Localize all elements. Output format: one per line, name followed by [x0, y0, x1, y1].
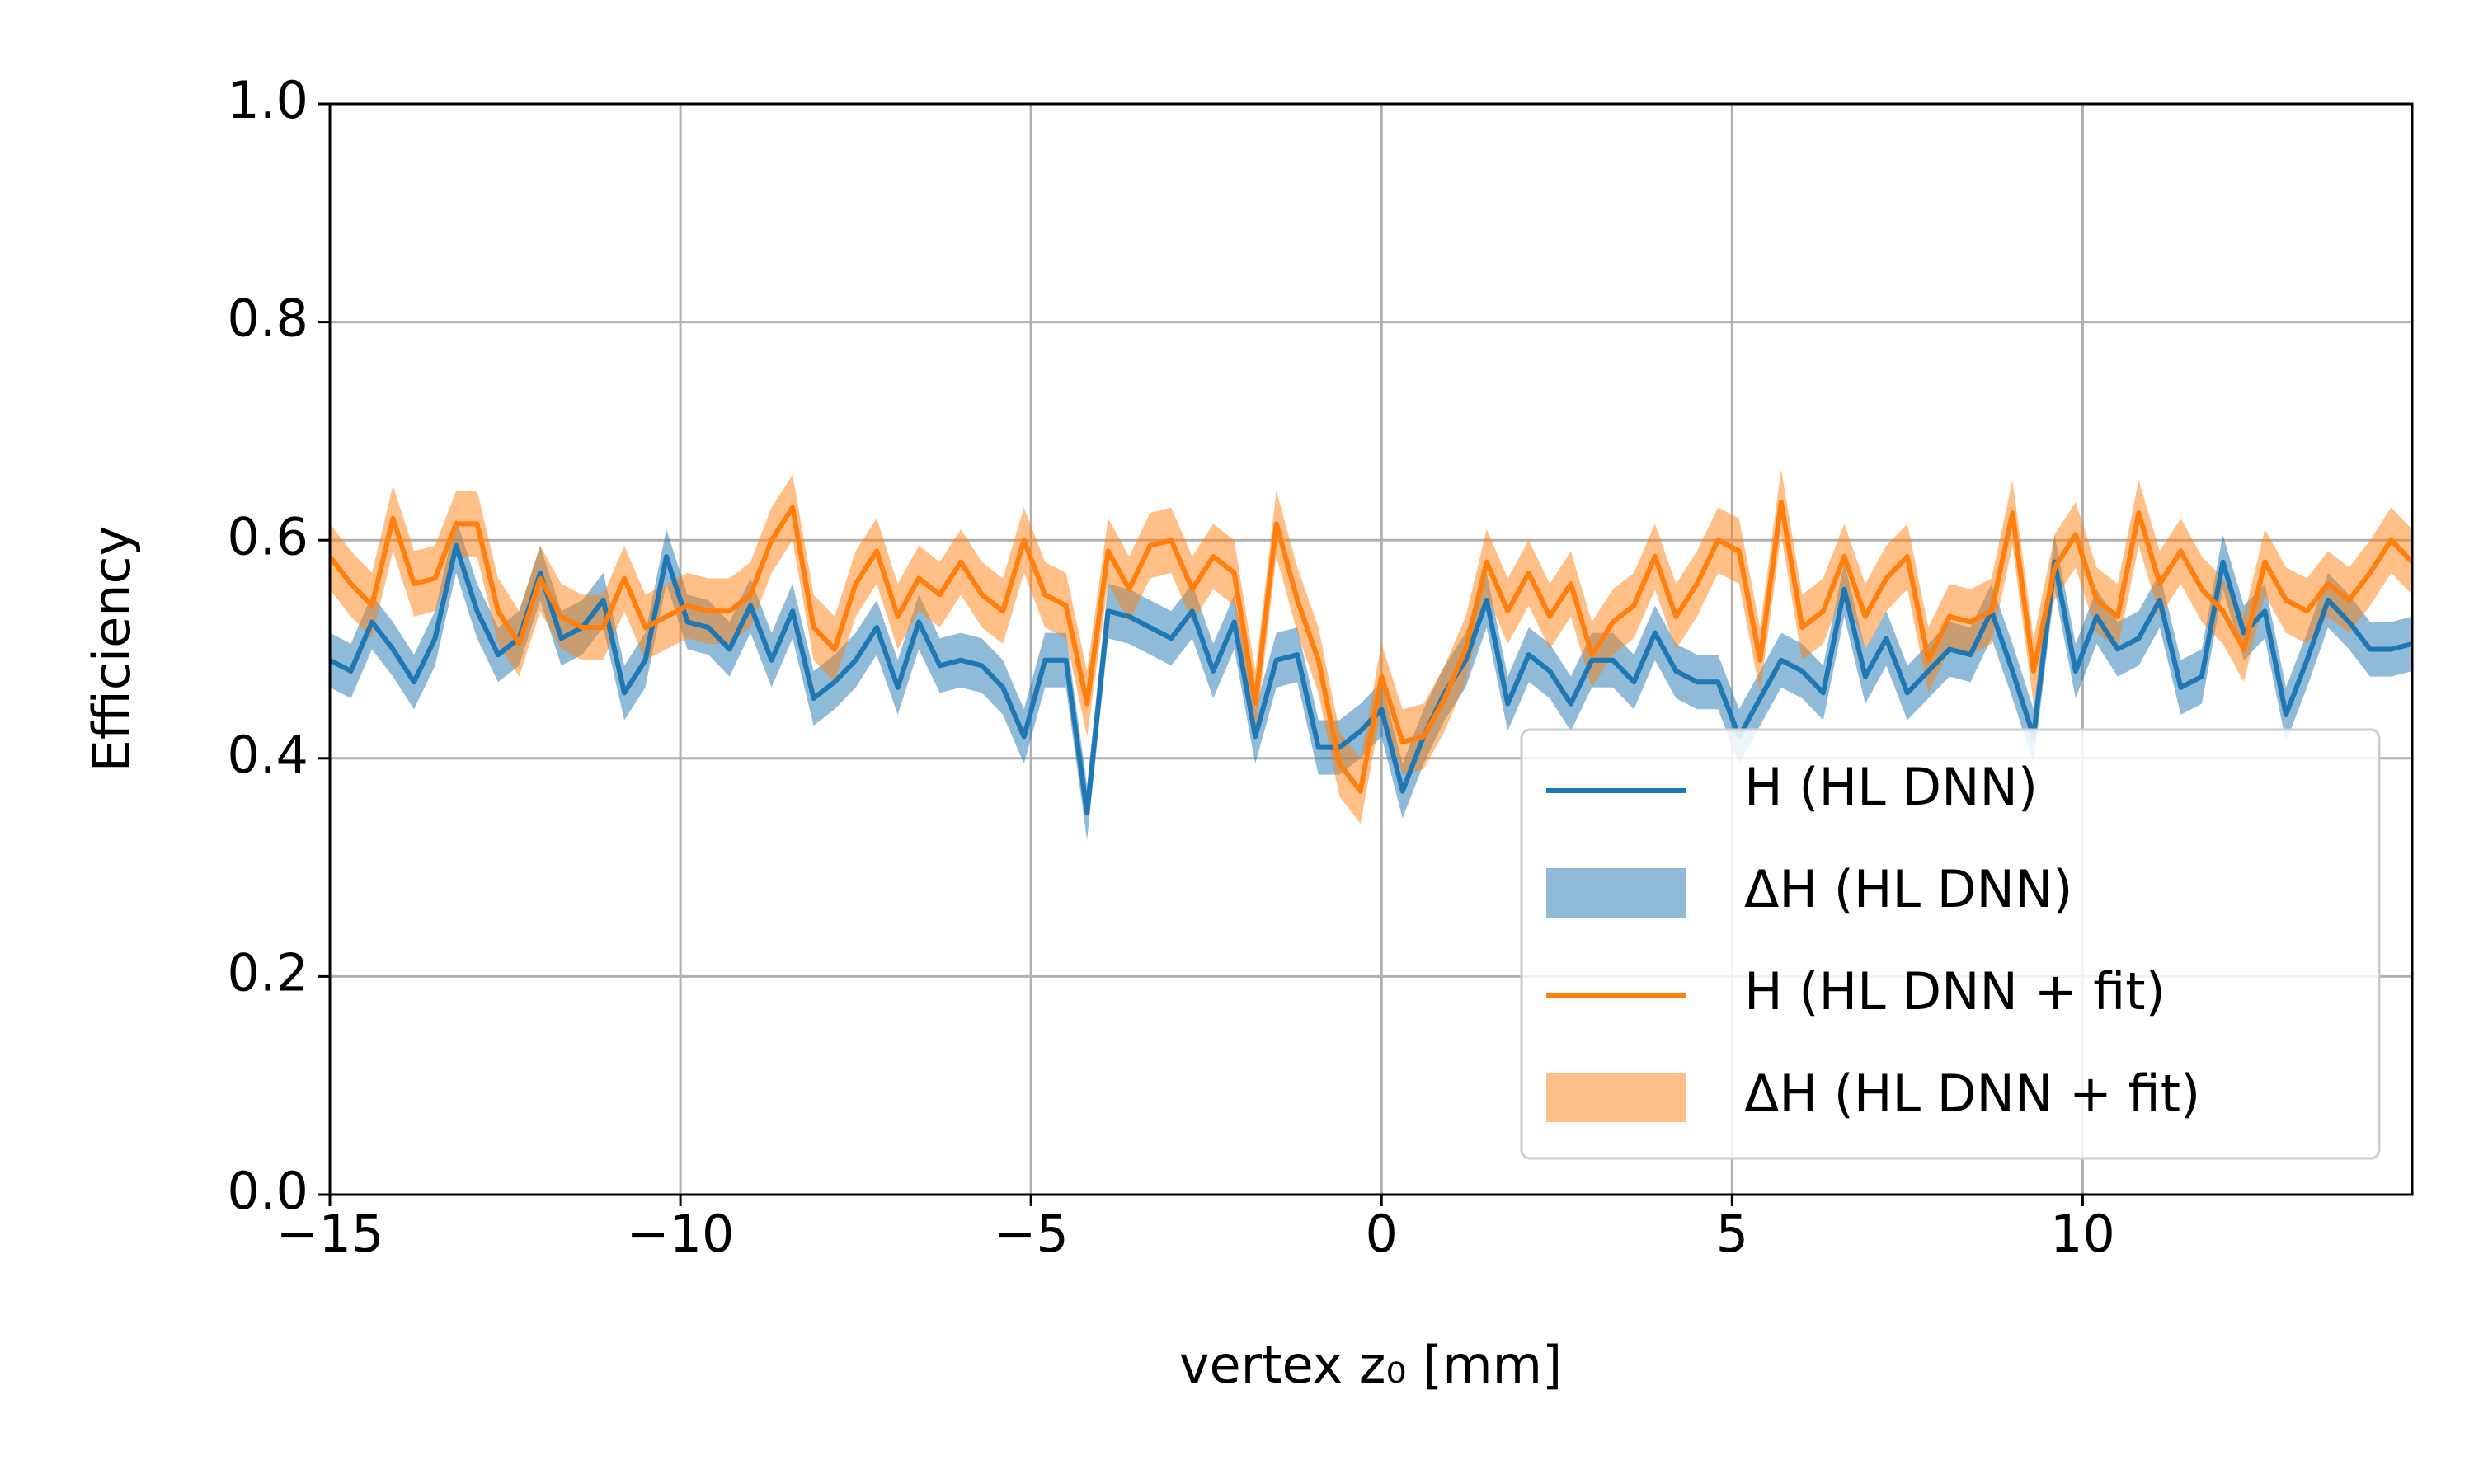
legend-label: ΔH (HL DNN)	[1744, 859, 2073, 919]
y-tick-label: 0.4	[227, 725, 308, 785]
x-tick-label: −10	[627, 1204, 735, 1264]
y-tick-label: 0.6	[227, 506, 308, 566]
legend-box	[1520, 728, 2381, 1160]
y-tick-label: 0.0	[227, 1161, 308, 1221]
line	[330, 499, 2412, 794]
x-tick-label: −15	[276, 1204, 384, 1264]
y-tick-label: 1.0	[227, 70, 308, 130]
legend-label: ΔH (HL DNN + fit)	[1744, 1064, 2200, 1124]
x-tick-label: 5	[1716, 1204, 1748, 1264]
legend-patch	[1546, 868, 1686, 918]
x-tick-label: 0	[1366, 1204, 1398, 1264]
legend-label: H (HL DNN + fit)	[1744, 961, 2166, 1021]
y-tick-label: 0.2	[227, 942, 308, 1003]
legend-label: H (HL DNN)	[1744, 757, 2038, 817]
x-axis-label: vertex z₀ [mm]	[1179, 1335, 1562, 1395]
x-tick-label: −5	[993, 1204, 1068, 1264]
x-tick-label: 10	[2050, 1204, 2115, 1264]
plot-frame	[328, 102, 2414, 1196]
legend-patch	[1546, 1073, 1686, 1122]
y-tick-label: 0.8	[227, 289, 308, 349]
y-axis-label: Efficiency	[82, 526, 142, 773]
error-band	[330, 469, 2412, 824]
